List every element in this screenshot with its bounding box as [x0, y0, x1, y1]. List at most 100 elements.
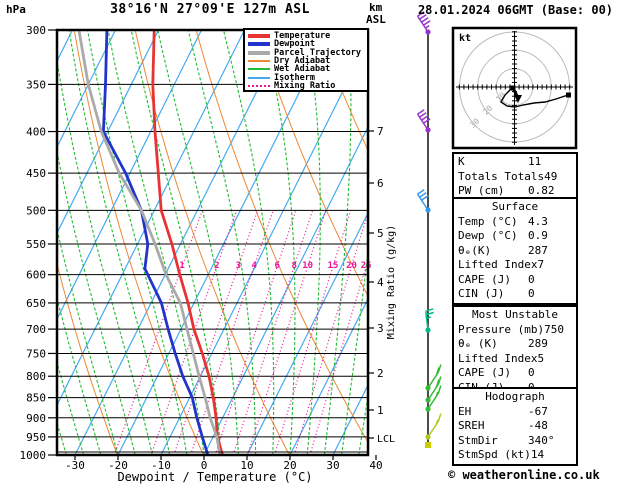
pressure-tick-label: 1000 — [20, 449, 47, 462]
km-tick-label: 7 — [377, 125, 384, 138]
surface-table: Surface Temp (°C) 4.3 Dewp (°C) 0.9 θₑ(K) 287 L… — [452, 197, 578, 305]
pressure-tick-label: 550 — [26, 238, 46, 251]
pressure-tick-label: 350 — [26, 78, 46, 91]
temp-tick-label: -10 — [151, 459, 171, 472]
row-value: 340° — [528, 433, 555, 447]
temp-tick-label: -30 — [65, 459, 85, 472]
table-row: K 11 — [458, 155, 572, 170]
temp-tick-label: 20 — [283, 459, 296, 472]
legend-swatch-dry-adiabat — [248, 60, 270, 63]
temperature-axis: -30 -20 -10 0 10 20 30 40 — [65, 455, 383, 472]
storm-motion-arrowhead — [514, 95, 522, 103]
table-row: SREH -48 — [458, 419, 572, 434]
temp-tick-label: 30 — [326, 459, 339, 472]
mixing-ratio-line — [190, 210, 274, 455]
legend-label: Dry Adiabat — [274, 56, 331, 67]
pressure-tick-label: 900 — [26, 412, 46, 425]
table-title: Hodograph — [485, 390, 545, 403]
isotherm-line — [0, 30, 30, 455]
km-tick-label: 5 — [377, 227, 384, 240]
mixing-ratio-line — [232, 210, 314, 455]
pressure-tick-label: 300 — [26, 24, 46, 37]
pressure-tick-label: 600 — [26, 269, 46, 282]
row-value: 0 — [528, 272, 535, 286]
row-label: Temp (°C) — [458, 214, 518, 228]
legend-swatch-parcel-trajectory — [248, 50, 270, 55]
row-value: 14 — [530, 448, 545, 461]
row-label: Pressure (mb) — [458, 322, 545, 336]
legend-label: Parcel Trajectory — [274, 47, 361, 58]
chart-legend: Temperature Dewpoint Parcel Trajectory Dry … — [243, 28, 369, 92]
table-title: Most Unstable — [471, 308, 559, 321]
legend-label: Dewpoint — [274, 39, 315, 50]
legend-swatch-mixing-ratio — [248, 84, 270, 87]
row-value: 287 — [528, 243, 548, 257]
wind-barb-icon — [425, 385, 442, 412]
km-tick-label: 2 — [377, 367, 384, 380]
row-label: CIN (J) — [458, 287, 505, 300]
copyright-credit: © weatheronline.co.uk — [448, 468, 600, 482]
temperature-curve — [151, 30, 224, 455]
row-label: Lifted Index — [458, 351, 538, 365]
km-tick-label: 4 — [377, 276, 384, 289]
mixing-ratio-line — [214, 210, 297, 455]
legend-label: Isotherm — [274, 72, 315, 83]
pressure-unit-label: hPa — [6, 3, 26, 16]
dry-adiabat-line — [317, 30, 368, 152]
temp-tick-label: -20 — [108, 459, 128, 472]
wind-barb-icon — [425, 376, 442, 403]
km-tick-label: 1 — [377, 404, 384, 417]
altitude-asl-label: ASL — [366, 13, 386, 26]
pressure-tick-label: 750 — [26, 347, 46, 360]
mixing-ratio-value: 25 — [361, 261, 372, 271]
row-label: K — [458, 155, 465, 168]
temp-tick-label: 40 — [369, 459, 382, 472]
pressure-tick-label: 950 — [26, 431, 46, 444]
isotherm-line — [117, 30, 332, 455]
legend-swatch-wet-adiabat — [248, 68, 270, 71]
mixing-ratio-labels: 1 2 3 4 6 8 10 15 20 25 — [179, 261, 371, 271]
legend-label: Wet Adiabat — [274, 64, 331, 75]
mixing-ratio-line — [293, 211, 368, 455]
row-value: 0 — [528, 366, 535, 379]
row-value: 289 — [528, 337, 548, 350]
table-row: EH -67 — [458, 405, 572, 420]
row-value: 4.3 — [528, 214, 548, 228]
mixing-ratio-line — [173, 210, 259, 455]
mixing-ratio-value: 10 — [302, 261, 313, 271]
legend-item: Dry Adiabat — [248, 56, 367, 67]
legend-swatch-dewpoint — [248, 42, 270, 47]
temp-tick-label: 10 — [240, 459, 253, 472]
wet-adiabat-line — [222, 30, 275, 455]
row-label: StmSpd (kt) — [458, 448, 531, 461]
legend-label: Temperature — [274, 31, 331, 42]
dry-adiabat-line — [256, 30, 368, 298]
pressure-tick-label: 450 — [26, 167, 46, 180]
isotherm-line — [57, 30, 117, 149]
surface-wind-marker — [425, 442, 431, 448]
row-value: 7 — [537, 258, 545, 271]
wet-adiabat-line — [130, 30, 222, 455]
mixing-ratio-value: 8 — [291, 261, 296, 271]
table-row: Lifted Index 7 — [458, 258, 572, 273]
table-row: StmDir 340° — [458, 434, 572, 449]
pressure-tick-label: 500 — [26, 204, 46, 217]
most-unstable-table: Most Unstable Pressure (mb) 750 θₑ (K) 289 Li… — [452, 305, 578, 398]
isotherm-line — [57, 30, 160, 235]
sounding-curves — [77, 30, 224, 455]
legend-swatch-temperature — [248, 34, 270, 39]
row-value: 11 — [528, 155, 542, 168]
table-row: StmSpd (kt) 14 — [458, 448, 572, 463]
hodograph-table: Hodograph EH -67 SREH -48 StmDir 340° StmSpd (k… — [452, 387, 578, 466]
isotherm-line — [289, 297, 368, 455]
isotherm-line — [160, 39, 368, 455]
row-label: SREH — [458, 419, 485, 432]
wet-adiabat-line — [57, 149, 136, 455]
wind-barb-icon — [425, 364, 442, 391]
hodograph-end-marker — [566, 92, 571, 98]
wind-barb-icon — [424, 308, 434, 333]
row-value: 0.82 — [528, 184, 555, 197]
pressure-tick-label: 700 — [26, 323, 46, 336]
table-row: PW (cm) 0.82 — [458, 184, 572, 199]
